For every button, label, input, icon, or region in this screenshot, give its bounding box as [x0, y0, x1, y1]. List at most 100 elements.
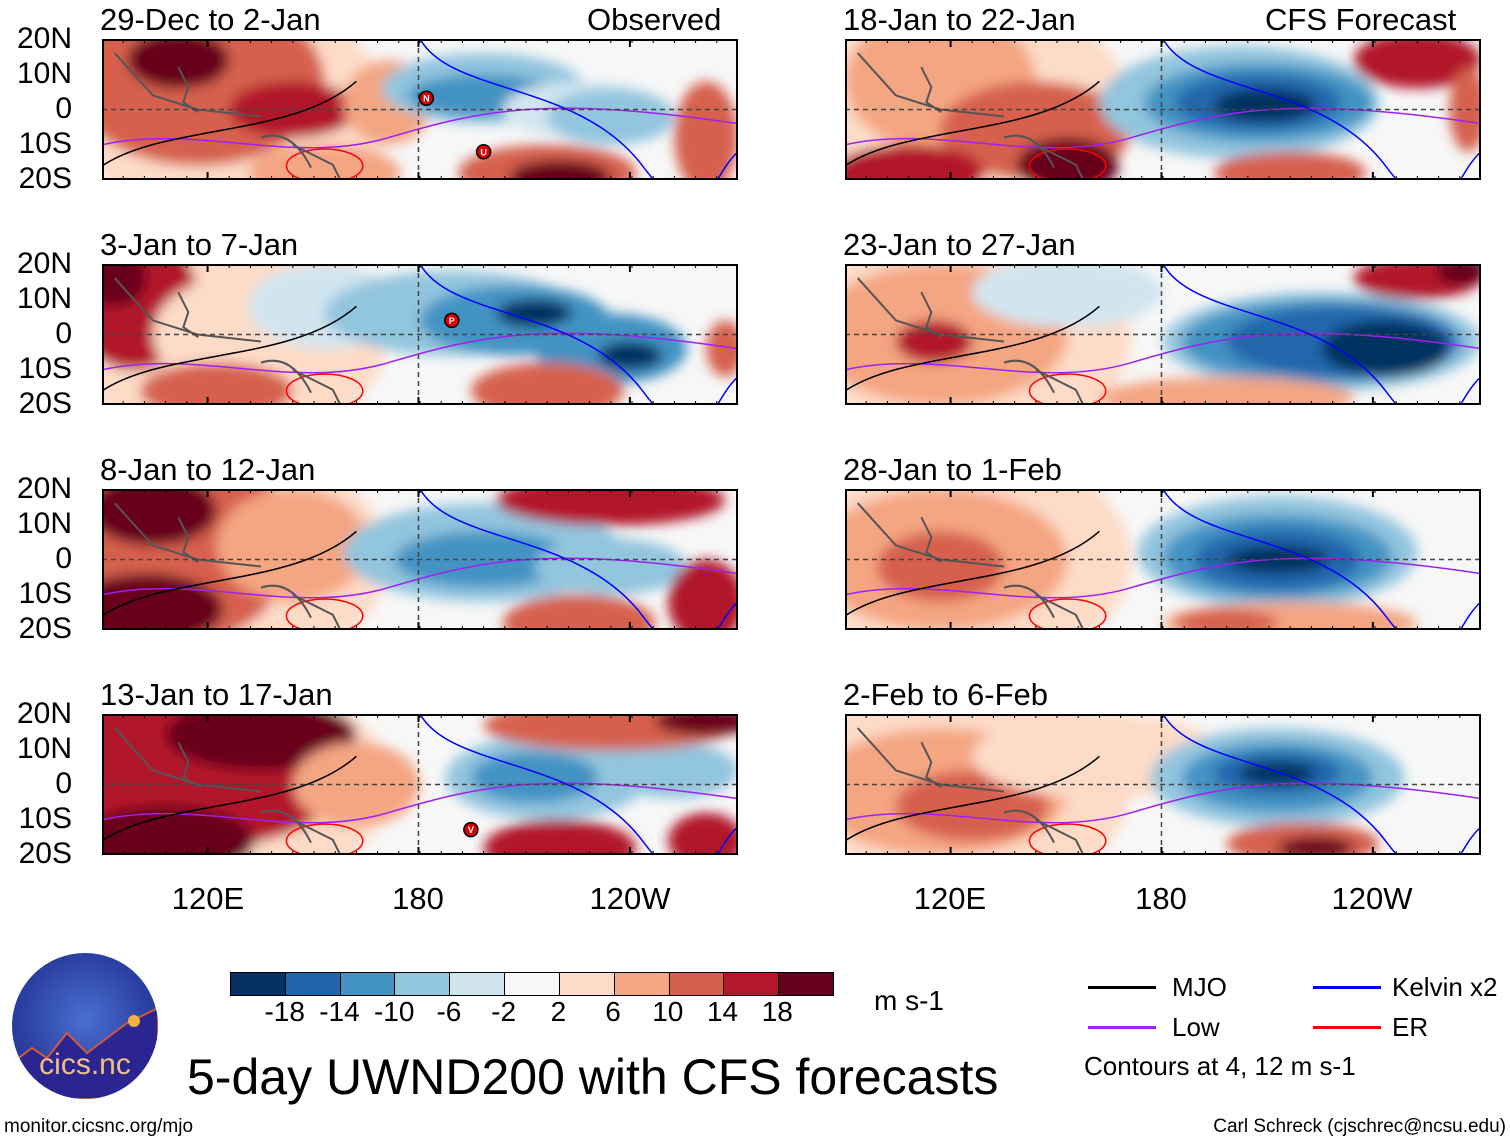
colorbar-swatch — [724, 973, 780, 995]
lat-label: 20N — [16, 472, 72, 505]
kelvin-contour — [1162, 39, 1481, 180]
field-blob — [1239, 761, 1316, 785]
er-contour — [285, 598, 364, 630]
panel-title: 2-Feb to 6-Feb — [843, 677, 1049, 712]
storm-label: N — [423, 94, 430, 104]
colorbar-tick-label: 14 — [706, 996, 739, 1027]
field-blob — [876, 531, 1004, 602]
field-blob — [534, 538, 688, 595]
panel-title: 29-Dec to 2-Jan — [100, 2, 321, 37]
field-blob — [655, 714, 738, 736]
panel-title: 3-Jan to 7-Jan — [100, 227, 299, 262]
field-blob — [140, 362, 293, 405]
colorbar-tick-label: -2 — [491, 996, 517, 1027]
footer-url[interactable]: monitor.cicsnc.org/mjo — [4, 1116, 194, 1137]
field-blob — [102, 489, 217, 546]
lat-label: 20S — [18, 387, 72, 420]
lat-label: 20S — [18, 162, 72, 195]
low-contour — [845, 107, 1481, 149]
er-contour — [285, 823, 364, 855]
mjo-contour — [845, 530, 1100, 617]
map-panel — [845, 489, 1481, 630]
kelvin-contour — [1162, 264, 1481, 405]
lon-label: 120W — [589, 881, 671, 916]
low-contour — [845, 782, 1481, 824]
lon-label: 180 — [392, 881, 444, 916]
lat-label: 10S — [18, 352, 72, 385]
lat-label: 0 — [55, 542, 72, 575]
figure-title: 5-day UWND200 with CFS forecasts — [187, 1049, 999, 1105]
colorbar — [230, 972, 834, 996]
kelvin-contour — [419, 714, 738, 855]
field-blob — [1436, 264, 1481, 286]
mjo-contour — [845, 80, 1100, 167]
legend-er-line — [1313, 1026, 1381, 1029]
field-blob — [1449, 67, 1481, 152]
mjo-contour — [102, 530, 357, 617]
er-contour — [1028, 148, 1107, 180]
field-blob — [165, 714, 357, 771]
colorbar-tick-label: 2 — [550, 996, 567, 1027]
low-contour — [845, 332, 1481, 374]
field-blob — [483, 819, 637, 855]
footer-credit: Carl Schreck (cjschrec@ncsu.edu) — [1213, 1116, 1506, 1137]
colorbar-swatch — [340, 973, 396, 995]
legend-mjo-line — [1088, 986, 1156, 989]
coastline — [856, 52, 1085, 180]
colorbar-tick-label: -6 — [436, 996, 462, 1027]
coastline — [113, 502, 342, 630]
field-blob — [674, 81, 738, 180]
lat-label: 0 — [55, 317, 72, 350]
cics-logo: cics.nc — [12, 953, 158, 1099]
er-contour — [1028, 823, 1107, 855]
panel-title: 23-Jan to 27-Jan — [843, 227, 1076, 262]
colorbar-tick-label: -14 — [319, 996, 360, 1027]
colorbar-tick-label: -10 — [373, 996, 415, 1027]
field-blob — [509, 160, 611, 180]
er-contour — [1028, 373, 1107, 405]
low-contour — [845, 557, 1481, 599]
field-blob — [470, 362, 624, 405]
lon-label: 120W — [1331, 881, 1413, 916]
field-blob — [102, 573, 223, 630]
colorbar-swatch — [669, 973, 725, 995]
field-blob — [1213, 88, 1316, 123]
low-contour — [102, 557, 738, 599]
observed-label: Observed — [587, 2, 722, 37]
map-panel: V — [102, 714, 738, 855]
logo-mountains-icon — [12, 1006, 158, 1099]
field-blob — [1322, 320, 1450, 377]
field-blob — [598, 341, 662, 370]
field-blob — [1213, 151, 1367, 180]
lat-label: 20N — [16, 697, 72, 730]
panel-title: 28-Jan to 1-Feb — [843, 452, 1062, 487]
field-blob — [102, 264, 147, 307]
mjo-contour — [102, 755, 357, 842]
lon-label: 120E — [913, 881, 987, 916]
er-contour — [285, 373, 364, 405]
mjo-contour — [102, 305, 357, 392]
lat-label: 20S — [18, 612, 72, 645]
field-blob — [547, 88, 675, 145]
coastline — [113, 277, 342, 405]
lat-label: 20N — [16, 22, 72, 55]
legend-low-label: Low — [1172, 1012, 1220, 1042]
lon-label: 180 — [1135, 881, 1187, 916]
field-blob — [248, 144, 401, 180]
panel-title: 18-Jan to 22-Jan — [843, 2, 1076, 37]
storm-label: U — [480, 147, 487, 157]
low-contour — [102, 332, 738, 374]
mjo-contour — [102, 80, 357, 167]
panel-title: 13-Jan to 17-Jan — [100, 677, 333, 712]
colorbar-units: m s-1 — [874, 985, 944, 1016]
colorbar-swatch — [395, 973, 451, 995]
field-blob — [470, 752, 599, 803]
colorbar-tick-label: -18 — [264, 996, 305, 1027]
colorbar-swatch — [450, 973, 506, 995]
storm-marker: U — [475, 144, 492, 160]
low-contour — [102, 107, 738, 149]
field-blob — [668, 559, 738, 630]
colorbar-tick-label: 18 — [761, 996, 793, 1027]
colorbar-tick-label: 10 — [652, 996, 684, 1027]
